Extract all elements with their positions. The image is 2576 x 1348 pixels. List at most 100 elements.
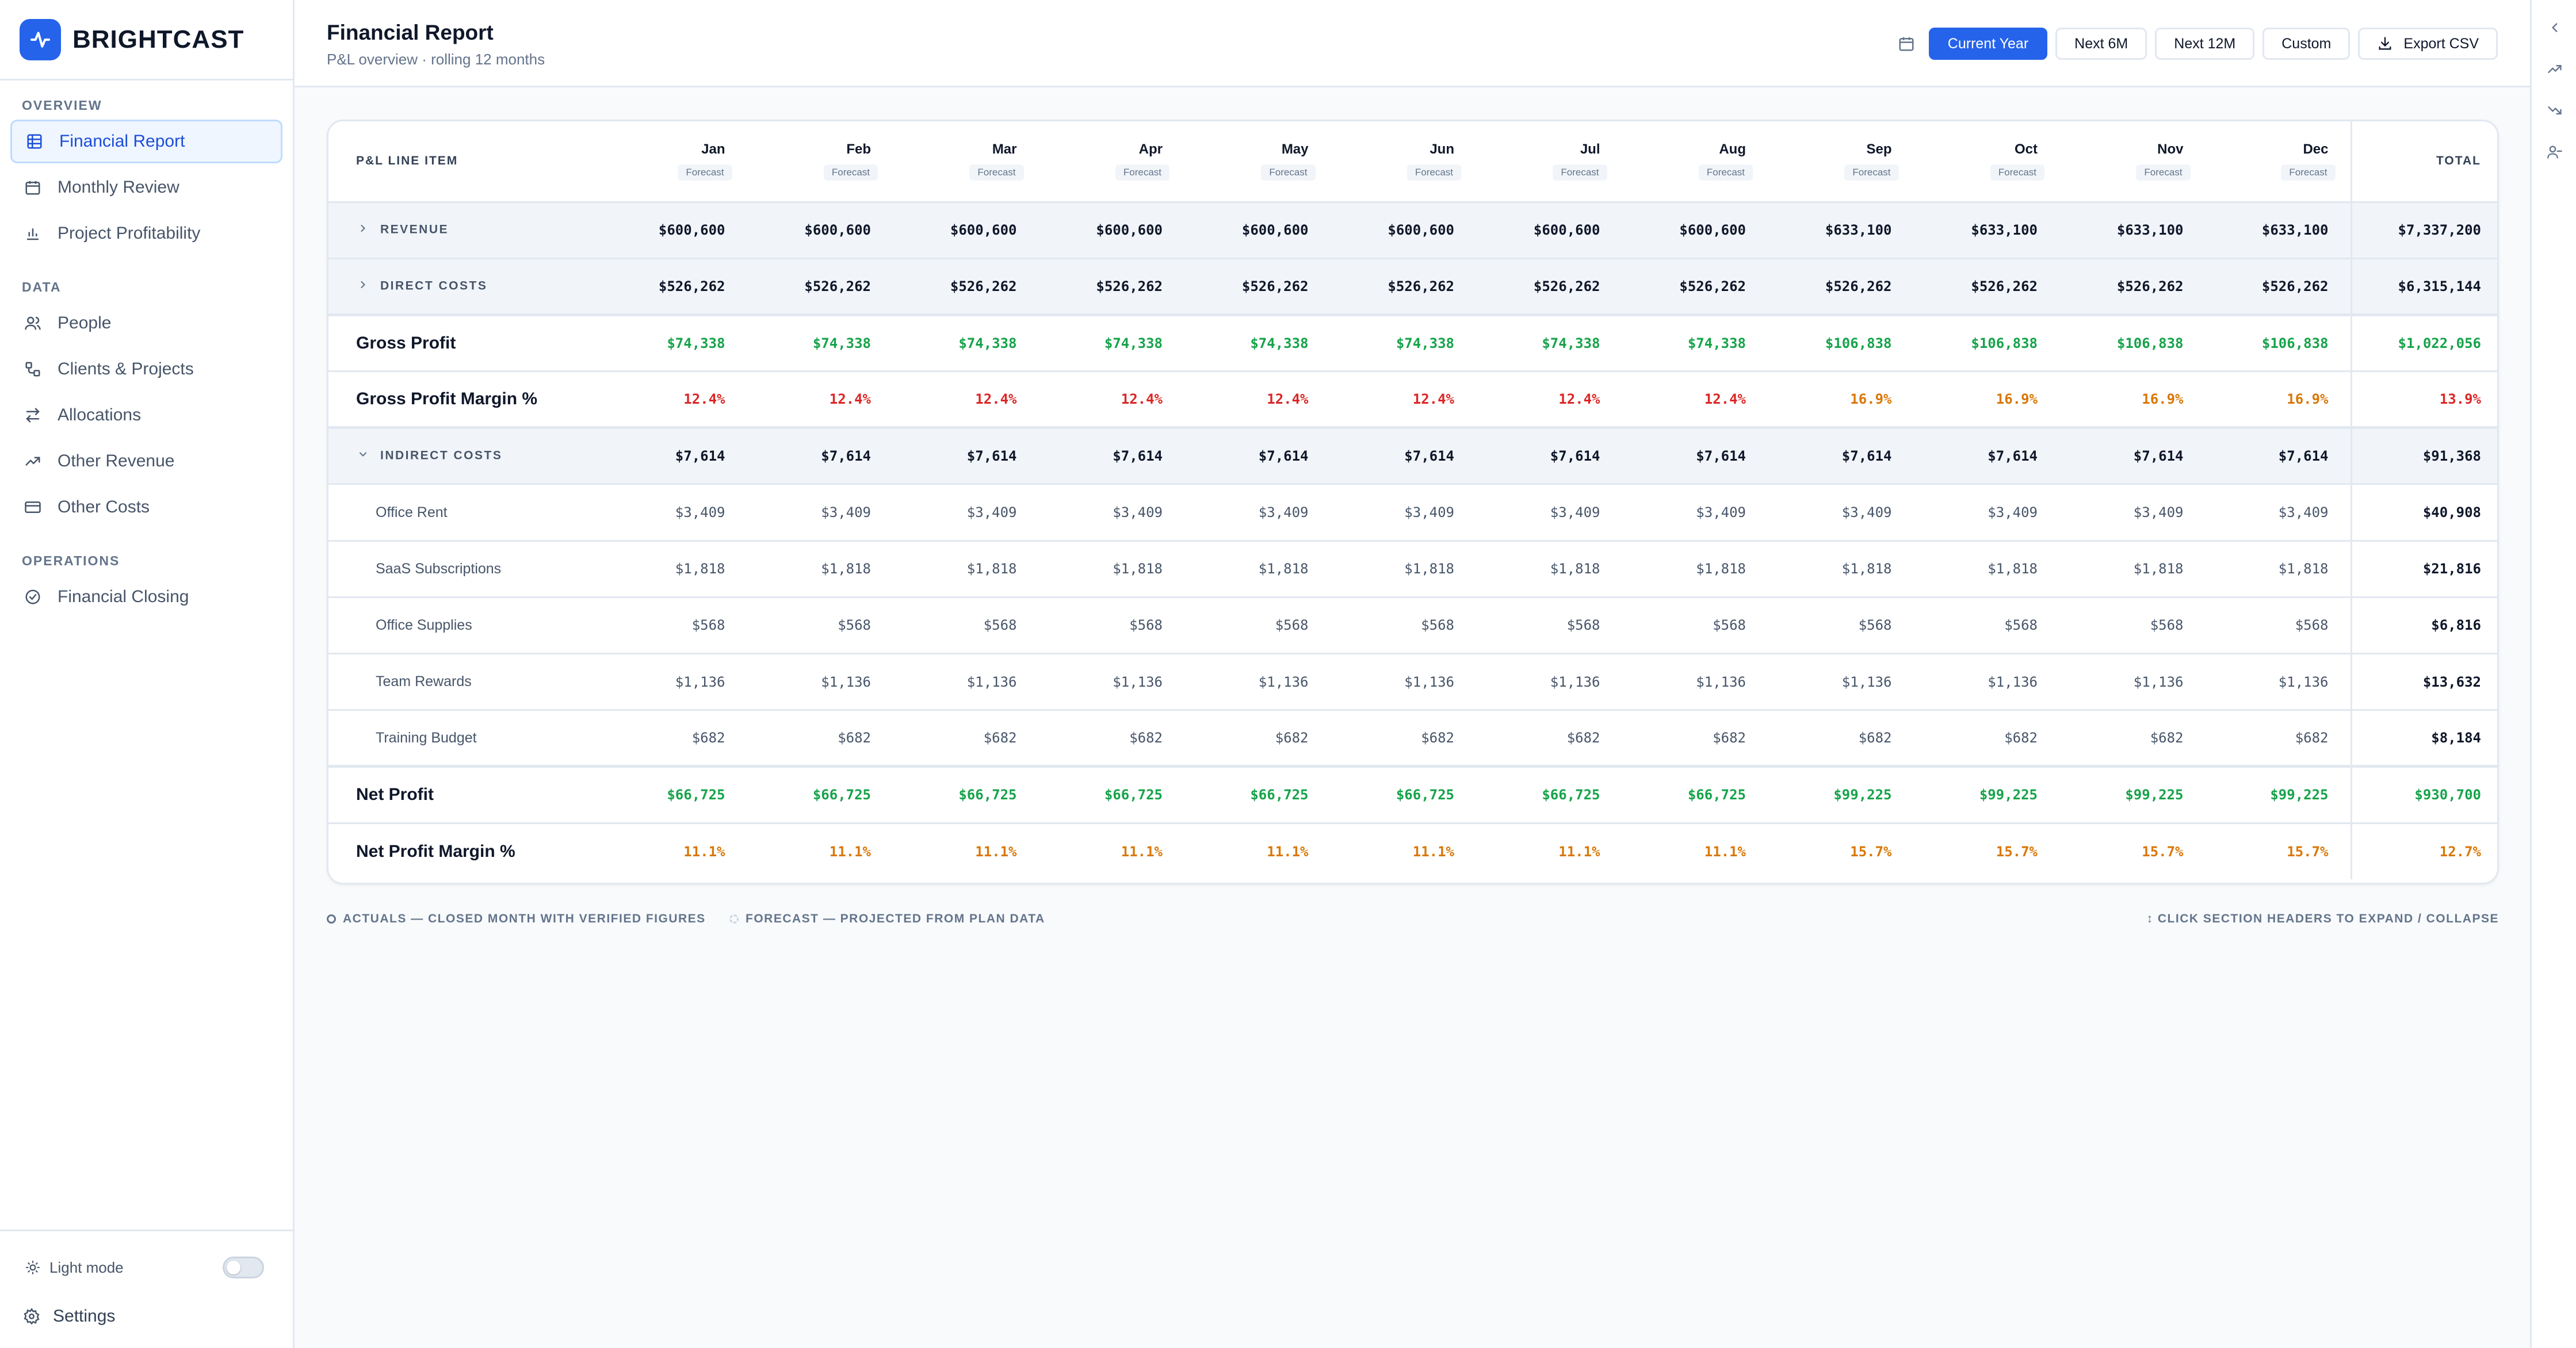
row-label-cell: Team Rewards — [328, 653, 601, 711]
value-cell-sep: $3,409 — [1768, 484, 1914, 542]
table-row-revenue[interactable]: REVENUE $600,600 $600,600 $600,600 $600,600 $… — [328, 202, 2497, 259]
legend-actuals: ACTUALS — CLOSED MONTH WITH VERIFIED FIG… — [327, 912, 706, 926]
total-cell: $930,700 — [2350, 766, 2497, 824]
row-label: Office Rent — [376, 504, 448, 520]
range-current-year-button[interactable]: Current Year — [1928, 28, 2048, 60]
export-csv-button[interactable]: Export CSV — [2358, 28, 2498, 60]
range-next-12m-button[interactable]: Next 12M — [2155, 28, 2255, 60]
table-row-office-rent: Office Rent $3,409 $3,409 $3,409 $3,409 $3,40… — [328, 484, 2497, 542]
table-row-direct-costs[interactable]: DIRECT COSTS $526,262 $526,262 $526,262 $526… — [328, 258, 2497, 316]
value-cell-jan: $600,600 — [601, 202, 747, 259]
range-next-6m-button[interactable]: Next 6M — [2055, 28, 2147, 60]
value-cell-mar: $568 — [893, 597, 1039, 655]
value-cell-jul: $7,614 — [1476, 427, 1622, 485]
value-cell-jan: $74,338 — [601, 315, 747, 373]
value-cell-jan: $526,262 — [601, 258, 747, 316]
value-cell-jul: $66,725 — [1476, 766, 1622, 824]
value-cell-jul: $74,338 — [1476, 315, 1622, 373]
forecast-dot-icon — [729, 914, 739, 924]
bar-chart-icon — [23, 224, 43, 243]
value-cell-aug: $568 — [1622, 597, 1768, 655]
value-cell-jan: $66,725 — [601, 766, 747, 824]
sidebar-item-allocations[interactable]: Allocations — [10, 393, 282, 437]
row-label: Office Supplies — [376, 616, 472, 633]
brand-name: BRIGHTCAST — [72, 25, 244, 53]
brand[interactable]: BRIGHTCAST — [0, 0, 293, 81]
theme-toggle[interactable] — [223, 1257, 264, 1278]
sidebar-item-financial-closing[interactable]: Financial Closing — [10, 575, 282, 619]
value-cell-oct: $1,136 — [1913, 653, 2059, 711]
value-cell-may: $7,614 — [1184, 427, 1331, 485]
row-label: Gross Profit Margin % — [356, 389, 538, 409]
value-cell-jul: $600,600 — [1476, 202, 1622, 259]
sidebar-item-project-profitability[interactable]: Project Profitability — [10, 212, 282, 255]
value-cell-jun: 11.1% — [1412, 843, 1454, 860]
value-cell-apr: $74,338 — [1038, 315, 1184, 373]
sidebar-item-people[interactable]: People — [10, 301, 282, 345]
sidebar-item-other-revenue[interactable]: Other Revenue — [10, 439, 282, 483]
trending-up-icon[interactable] — [2532, 48, 2576, 90]
table-row-net-profit-margin: Net Profit Margin % 11.1% 11.1% 11.1% 11.1% 1… — [328, 823, 2497, 880]
sidebar-item-label: People — [58, 313, 112, 332]
column-header-jul: Jul Forecast — [1476, 121, 1622, 203]
value-cell-dec: $526,262 — [2205, 258, 2351, 316]
value-cell-dec: 16.9% — [2205, 371, 2351, 430]
value-cell-may: $1,818 — [1184, 541, 1331, 598]
total-cell: 12.7% — [2350, 823, 2497, 880]
table-row-indirect-costs[interactable]: INDIRECT COSTS $7,614 $7,614 $7,614 $7,614 $7… — [328, 427, 2497, 485]
value-cell-oct: $3,409 — [1913, 484, 2059, 542]
month-label: Jun — [1430, 141, 1454, 158]
value-cell-oct: $1,818 — [1913, 541, 2059, 598]
range-custom-button[interactable]: Custom — [2262, 28, 2350, 60]
chevron-right-icon[interactable] — [357, 279, 370, 294]
sidebar-item-financial-report[interactable]: Financial Report — [10, 120, 282, 163]
sidebar-item-label: Financial Closing — [58, 587, 189, 606]
column-header-jun: Jun Forecast — [1330, 121, 1476, 203]
month-label: Apr — [1138, 141, 1163, 158]
value-cell-aug: $526,262 — [1622, 258, 1768, 316]
pulse-logo-icon — [20, 18, 61, 60]
sidebar-item-monthly-review[interactable]: Monthly Review — [10, 166, 282, 209]
total-cell: $21,816 — [2350, 541, 2497, 598]
sidebar-item-label: Other Costs — [58, 497, 150, 516]
value-cell-apr: $1,136 — [1038, 653, 1184, 711]
value-cell-apr: 12.4% — [1038, 371, 1184, 430]
value-cell-sep: $526,262 — [1768, 258, 1914, 316]
value-cell-oct: 15.7% — [1996, 843, 2038, 860]
column-header-may: May Forecast — [1184, 121, 1331, 203]
light-mode-label: Light mode — [49, 1258, 124, 1276]
value-cell-jun: $1,818 — [1330, 541, 1476, 598]
page-header: Financial Report P&L overview · rolling … — [295, 0, 2530, 87]
value-cell-mar: $526,262 — [893, 258, 1039, 316]
column-header-sep: Sep Forecast — [1768, 121, 1914, 203]
value-cell-jan: $568 — [601, 597, 747, 655]
value-cell-sep: $568 — [1768, 597, 1914, 655]
value-cell-dec: 15.7% — [2287, 843, 2329, 860]
trending-down-icon[interactable] — [2532, 90, 2576, 131]
value-cell-oct: $633,100 — [1913, 202, 2059, 259]
value-cell-may: $682 — [1184, 710, 1331, 768]
sidebar-item-clients-projects[interactable]: Clients & Projects — [10, 347, 282, 391]
row-label: Gross Profit — [356, 333, 456, 353]
value-cell-feb: $3,409 — [747, 484, 893, 542]
user-minus-icon[interactable] — [2532, 131, 2576, 173]
row-label-cell: SaaS Subscriptions — [328, 541, 601, 598]
value-cell-dec: $682 — [2205, 710, 2351, 768]
check-circle-icon — [23, 587, 43, 607]
column-header-feb: Feb Forecast — [747, 121, 893, 203]
sidebar-item-label: Allocations — [58, 405, 142, 424]
chevron-left-icon[interactable] — [2532, 7, 2576, 48]
chevron-right-icon[interactable] — [357, 223, 370, 238]
sidebar-item-settings[interactable]: Settings — [0, 1293, 293, 1339]
table-row-team-rewards: Team Rewards $1,136 $1,136 $1,136 $1,136 $1,1… — [328, 653, 2497, 711]
value-cell-aug: $1,818 — [1622, 541, 1768, 598]
sidebar-item-other-costs[interactable]: Other Costs — [10, 485, 282, 529]
settings-label: Settings — [53, 1307, 116, 1326]
value-cell-nov: $682 — [2059, 710, 2206, 768]
sidebar: BRIGHTCAST OVERVIEW Financial Report Mon… — [0, 0, 295, 1348]
forecast-badge: Forecast — [678, 164, 732, 181]
pnl-table-card: P&L LINE ITEM Jan Forecast Feb Forecast Mar F… — [327, 120, 2499, 884]
value-cell-nov: $7,614 — [2059, 427, 2206, 485]
chevron-down-icon[interactable] — [357, 449, 370, 464]
value-cell-feb: 12.4% — [747, 371, 893, 430]
